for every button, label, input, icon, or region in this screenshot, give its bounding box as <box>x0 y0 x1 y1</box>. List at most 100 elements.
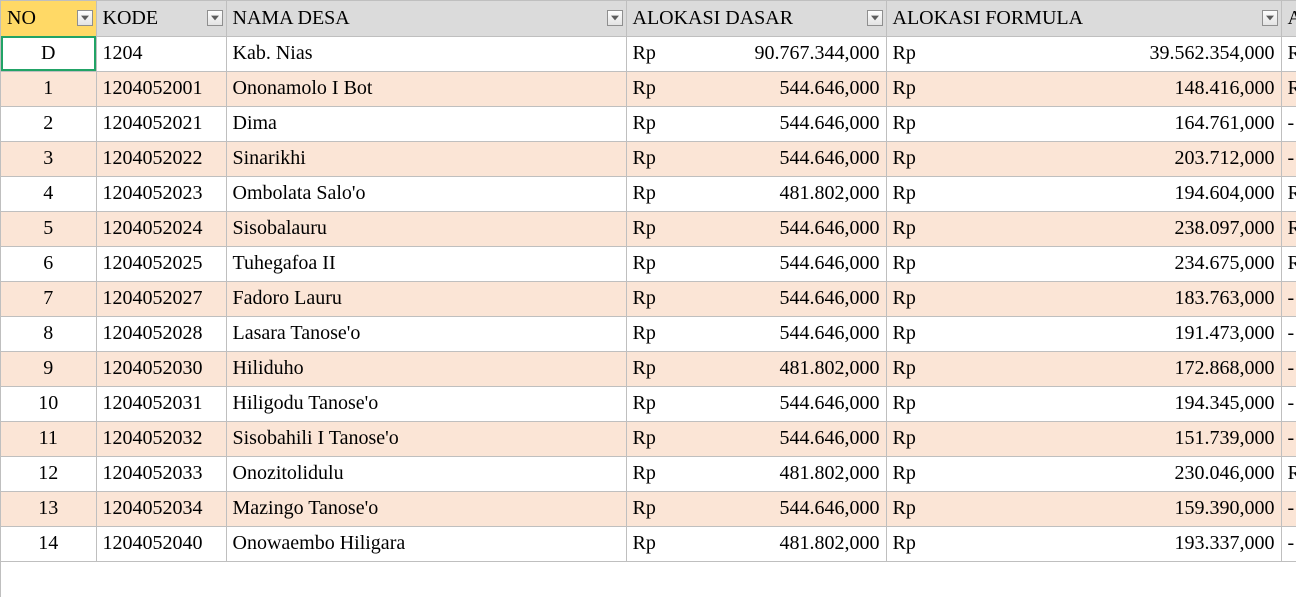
cell-kode[interactable]: 1204052031 <box>96 386 226 421</box>
cell-dasar[interactable]: Rp481.802,000 <box>626 456 886 491</box>
header-kode[interactable]: KODE <box>96 1 226 36</box>
header-dasar[interactable]: ALOKASI DASAR <box>626 1 886 36</box>
cell-no[interactable]: 8 <box>1 316 96 351</box>
cell-nama[interactable]: Lasara Tanose'o <box>226 316 626 351</box>
cell-cut[interactable]: Rp <box>1281 176 1296 211</box>
cell-kode[interactable]: 1204052021 <box>96 106 226 141</box>
filter-dropdown-icon[interactable] <box>607 10 623 26</box>
cell-no[interactable]: 6 <box>1 246 96 281</box>
cell-kode[interactable]: 1204052001 <box>96 71 226 106</box>
cell-no[interactable]: 14 <box>1 526 96 561</box>
cell-dasar[interactable]: Rp90.767.344,000 <box>626 36 886 71</box>
cell-cut[interactable]: Rp <box>1281 246 1296 281</box>
filter-dropdown-icon[interactable] <box>867 10 883 26</box>
cell-cut[interactable]: - <box>1281 106 1296 141</box>
cell-kode[interactable]: 1204052023 <box>96 176 226 211</box>
cell-kode[interactable]: 1204052030 <box>96 351 226 386</box>
cell-no[interactable]: D <box>1 36 96 71</box>
filter-dropdown-icon[interactable] <box>207 10 223 26</box>
cell-dasar[interactable]: Rp544.646,000 <box>626 106 886 141</box>
cell-kode[interactable]: 1204052022 <box>96 141 226 176</box>
cell-cut[interactable]: - <box>1281 491 1296 526</box>
cell-kode[interactable]: 1204052034 <box>96 491 226 526</box>
cell-dasar[interactable]: Rp481.802,000 <box>626 176 886 211</box>
header-no[interactable]: NO <box>1 1 96 36</box>
cell-no[interactable]: 2 <box>1 106 96 141</box>
cell-cut[interactable]: - <box>1281 141 1296 176</box>
cell-nama[interactable]: Sinarikhi <box>226 141 626 176</box>
cell-kode[interactable]: 1204052027 <box>96 281 226 316</box>
header-cut[interactable]: ALO <box>1281 1 1296 36</box>
cell-dasar[interactable]: Rp544.646,000 <box>626 141 886 176</box>
filter-dropdown-icon[interactable] <box>77 10 93 26</box>
cell-nama[interactable]: Dima <box>226 106 626 141</box>
cell-nama[interactable]: Mazingo Tanose'o <box>226 491 626 526</box>
cell-no[interactable]: 13 <box>1 491 96 526</box>
cell-formula[interactable]: Rp148.416,000 <box>886 71 1281 106</box>
cell-dasar[interactable]: Rp544.646,000 <box>626 281 886 316</box>
cell-nama[interactable]: Sisobalauru <box>226 211 626 246</box>
cell-cut[interactable]: Rp <box>1281 211 1296 246</box>
cell-no[interactable]: 5 <box>1 211 96 246</box>
cell-nama[interactable]: Hiliduho <box>226 351 626 386</box>
cell-formula[interactable]: Rp230.046,000 <box>886 456 1281 491</box>
cell-no[interactable]: 10 <box>1 386 96 421</box>
cell-cut[interactable]: - <box>1281 281 1296 316</box>
cell-formula[interactable]: Rp234.675,000 <box>886 246 1281 281</box>
cell-nama[interactable]: Onozitolidulu <box>226 456 626 491</box>
cell-cut[interactable]: - <box>1281 386 1296 421</box>
cell-dasar[interactable]: Rp481.802,000 <box>626 526 886 561</box>
cell-no[interactable]: 3 <box>1 141 96 176</box>
cell-kode[interactable]: 1204052028 <box>96 316 226 351</box>
cell-formula[interactable]: Rp203.712,000 <box>886 141 1281 176</box>
cell-formula[interactable]: Rp191.473,000 <box>886 316 1281 351</box>
cell-dasar[interactable]: Rp544.646,000 <box>626 71 886 106</box>
cell-dasar[interactable]: Rp544.646,000 <box>626 316 886 351</box>
cell-nama[interactable]: Ononamolo I Bot <box>226 71 626 106</box>
cell-formula[interactable]: Rp194.345,000 <box>886 386 1281 421</box>
cell-cut[interactable]: Rp <box>1281 456 1296 491</box>
cell-nama[interactable]: Fadoro Lauru <box>226 281 626 316</box>
cell-formula[interactable]: Rp151.739,000 <box>886 421 1281 456</box>
cell-nama[interactable]: Kab. Nias <box>226 36 626 71</box>
cell-nama[interactable]: Ombolata Salo'o <box>226 176 626 211</box>
cell-kode[interactable]: 1204052025 <box>96 246 226 281</box>
cell-kode[interactable]: 1204052040 <box>96 526 226 561</box>
cell-nama[interactable]: Onowaembo Hiligara <box>226 526 626 561</box>
cell-nama[interactable]: Sisobahili I Tanose'o <box>226 421 626 456</box>
cell-kode[interactable]: 1204052032 <box>96 421 226 456</box>
cell-cut[interactable]: - <box>1281 316 1296 351</box>
cell-formula[interactable]: Rp238.097,000 <box>886 211 1281 246</box>
cell-no[interactable]: 1 <box>1 71 96 106</box>
cell-no[interactable]: 12 <box>1 456 96 491</box>
cell-no[interactable]: 4 <box>1 176 96 211</box>
cell-cut[interactable]: Rp <box>1281 36 1296 71</box>
filter-dropdown-icon[interactable] <box>1262 10 1278 26</box>
cell-cut[interactable]: - <box>1281 351 1296 386</box>
cell-dasar[interactable]: Rp544.646,000 <box>626 211 886 246</box>
cell-kode[interactable]: 1204052033 <box>96 456 226 491</box>
cell-kode[interactable]: 1204052024 <box>96 211 226 246</box>
cell-cut[interactable]: - <box>1281 421 1296 456</box>
cell-formula[interactable]: Rp172.868,000 <box>886 351 1281 386</box>
cell-formula[interactable]: Rp159.390,000 <box>886 491 1281 526</box>
cell-dasar[interactable]: Rp544.646,000 <box>626 491 886 526</box>
cell-no[interactable]: 7 <box>1 281 96 316</box>
cell-cut[interactable]: Rp <box>1281 71 1296 106</box>
cell-formula[interactable]: Rp193.337,000 <box>886 526 1281 561</box>
cell-formula[interactable]: Rp194.604,000 <box>886 176 1281 211</box>
cell-no[interactable]: 9 <box>1 351 96 386</box>
cell-formula[interactable]: Rp164.761,000 <box>886 106 1281 141</box>
header-formula[interactable]: ALOKASI FORMULA <box>886 1 1281 36</box>
cell-dasar[interactable]: Rp544.646,000 <box>626 246 886 281</box>
cell-nama[interactable]: Tuhegafoa II <box>226 246 626 281</box>
cell-dasar[interactable]: Rp544.646,000 <box>626 386 886 421</box>
cell-formula[interactable]: Rp183.763,000 <box>886 281 1281 316</box>
cell-kode[interactable]: 1204 <box>96 36 226 71</box>
header-nama[interactable]: NAMA DESA <box>226 1 626 36</box>
cell-dasar[interactable]: Rp481.802,000 <box>626 351 886 386</box>
cell-cut[interactable]: - <box>1281 526 1296 561</box>
cell-no[interactable]: 11 <box>1 421 96 456</box>
cell-formula[interactable]: Rp39.562.354,000 <box>886 36 1281 71</box>
cell-dasar[interactable]: Rp544.646,000 <box>626 421 886 456</box>
